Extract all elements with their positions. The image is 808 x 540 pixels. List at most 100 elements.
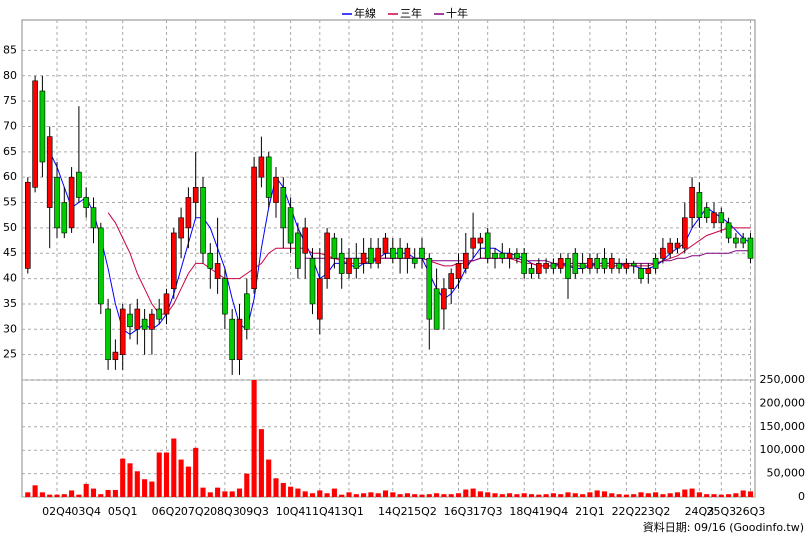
- volume-bar: [616, 494, 622, 497]
- candle-body: [608, 258, 615, 269]
- candle-body: [178, 217, 184, 239]
- candle-body: [251, 166, 257, 290]
- volume-tick-label: 100,000: [760, 443, 806, 456]
- volume-bar: [463, 489, 469, 497]
- volume-bar: [587, 492, 593, 497]
- candle-body: [638, 268, 644, 279]
- candle-body: [404, 247, 411, 259]
- candle-body: [222, 278, 228, 315]
- volume-bar: [178, 459, 184, 497]
- volume-bar: [565, 492, 571, 497]
- candle-body: [360, 252, 367, 264]
- volume-bar: [404, 493, 410, 497]
- volume-bar: [696, 492, 702, 497]
- y-tick-label: 75: [3, 94, 17, 107]
- y-tick-label: 35: [3, 297, 17, 310]
- volume-bar: [258, 429, 264, 497]
- volume-bar: [711, 494, 717, 497]
- candle-body: [338, 252, 345, 274]
- y-tick-label: 65: [3, 145, 17, 158]
- candle-body: [134, 308, 141, 330]
- volume-bar: [441, 494, 447, 497]
- volume-bar: [594, 490, 600, 497]
- volume-bar: [112, 489, 118, 497]
- candle-body: [68, 176, 75, 229]
- legend-label: 年線: [354, 6, 376, 20]
- volume-bar: [105, 489, 111, 497]
- candle-body: [192, 187, 199, 203]
- volume-bar: [674, 492, 681, 497]
- volume-bar: [76, 494, 82, 497]
- candle-body: [711, 212, 717, 224]
- volume-bar: [660, 494, 666, 497]
- volume-bar: [653, 492, 659, 497]
- volume-bar: [215, 487, 221, 497]
- candle-body: [61, 202, 68, 234]
- y-tick-label: 50: [3, 221, 17, 234]
- candle-body: [295, 232, 301, 269]
- volume-bar: [353, 494, 359, 497]
- volume-tick-label: 200,000: [760, 396, 806, 409]
- volume-bar: [193, 447, 199, 497]
- x-tick-label: 17Q3: [473, 505, 503, 518]
- volume-bar: [317, 490, 323, 497]
- volume-bar: [390, 492, 396, 497]
- volume-bar: [514, 494, 520, 497]
- y-tick-label: 30: [3, 322, 17, 335]
- x-tick-label: 03Q4: [71, 505, 101, 518]
- volume-bar: [280, 482, 286, 497]
- volume-bar: [32, 485, 38, 497]
- candle-body: [506, 252, 513, 259]
- volume-bar: [229, 491, 235, 497]
- candle-body: [244, 293, 250, 330]
- volume-bar: [682, 489, 688, 497]
- candle-body: [397, 247, 403, 259]
- volume-bar: [536, 494, 542, 497]
- volume-bar: [185, 466, 191, 497]
- y-tick-label: 25: [3, 348, 17, 361]
- candle-body: [448, 273, 455, 290]
- x-tick-label: 02Q4: [42, 505, 72, 518]
- volume-tick-label: 0: [798, 490, 805, 503]
- candle-body: [470, 237, 476, 249]
- x-tick-label: 24Q3: [685, 505, 715, 518]
- candle-body: [171, 232, 177, 290]
- volume-bar: [83, 483, 89, 497]
- volume-bar: [601, 491, 608, 497]
- candle-body: [499, 252, 506, 259]
- volume-bar: [448, 494, 454, 497]
- volume-bar: [689, 488, 695, 497]
- volume-bar: [266, 459, 272, 497]
- x-tick-label: 21Q1: [575, 505, 605, 518]
- volume-bar: [98, 494, 104, 497]
- x-tick-label: 10Q4: [276, 505, 306, 518]
- volume-bar: [25, 492, 31, 497]
- volume-bar: [434, 493, 440, 497]
- candle-body: [353, 258, 360, 269]
- candle-body: [368, 247, 374, 264]
- candle-body: [185, 197, 192, 229]
- candle-body: [280, 187, 287, 229]
- volume-bar: [236, 488, 243, 497]
- candle-body: [484, 232, 491, 259]
- x-tick-label: 11Q4: [305, 505, 335, 518]
- volume-bar: [273, 478, 279, 497]
- volume-bar: [558, 494, 564, 497]
- candle-body: [740, 237, 747, 244]
- candle-body: [645, 268, 652, 274]
- volume-bar: [142, 479, 148, 497]
- candle-body: [389, 247, 396, 259]
- volume-bar: [368, 492, 374, 497]
- footnote: 資料日期: 09/16 (Goodinfo.tw): [643, 520, 804, 534]
- x-tick-label: 23Q2: [641, 505, 671, 518]
- volume-bar: [499, 494, 505, 497]
- volume-bar: [726, 494, 732, 497]
- volume-bar: [507, 493, 513, 497]
- x-tick-label: 19Q4: [539, 505, 569, 518]
- candle-body: [630, 263, 637, 267]
- volume-bar: [288, 486, 294, 497]
- volume-bar: [309, 493, 316, 497]
- candle-body: [514, 252, 520, 259]
- candle-body: [689, 187, 695, 219]
